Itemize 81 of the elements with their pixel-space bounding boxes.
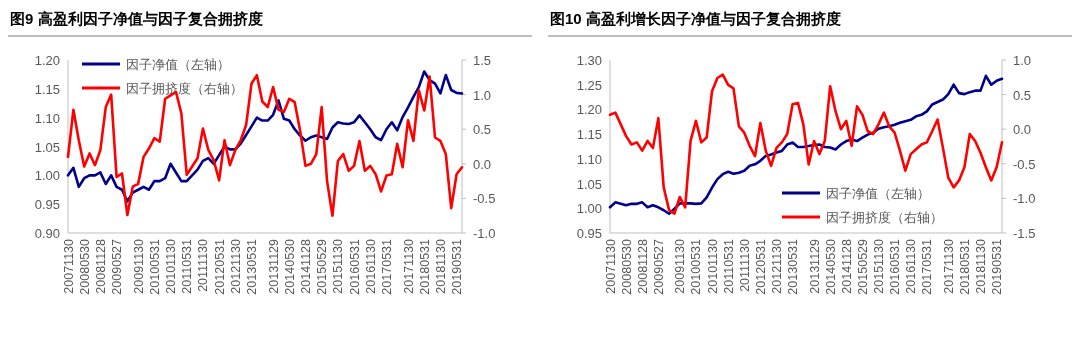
x-tick-label: 20111130 (737, 238, 752, 292)
y2-tick-label: -1.5 (1013, 226, 1036, 241)
x-tick-label: 20161130 (363, 238, 378, 294)
x-tick-label: 20190531 (450, 238, 465, 295)
y2-tick-label: -1.0 (1013, 191, 1036, 207)
legend-label: 因子拥挤度（右轴） (826, 210, 943, 225)
x-tick-label: 20190531 (990, 238, 1005, 295)
x-tick-label: 20141128 (298, 238, 313, 294)
x-tick-label: 20091130 (131, 238, 146, 294)
y2-tick-label: 0.5 (473, 122, 492, 138)
x-tick-label: 20091130 (673, 238, 688, 294)
x-tick-label: 20181130 (974, 238, 989, 294)
y-tick-label: 1.15 (34, 81, 60, 97)
x-tick-label: 20081128 (93, 238, 108, 294)
x-tick-label: 20151130 (871, 238, 886, 294)
x-tick-label: 20181130 (433, 238, 448, 294)
x-tick-label: 20171130 (401, 238, 416, 294)
x-tick-label: 20090527 (651, 238, 666, 295)
x-tick-label: 20111130 (196, 238, 211, 292)
x-tick-label: 20170531 (920, 238, 935, 295)
x-tick-label: 20121130 (228, 238, 243, 294)
x-tick-label: 20080530 (619, 238, 634, 295)
y2-tick-label: 1.5 (473, 53, 492, 68)
x-tick-label: 20151130 (331, 238, 346, 294)
x-tick-label: 20100531 (689, 238, 704, 295)
y-tick-label: 1.10 (576, 151, 602, 167)
y2-tick-label: -0.5 (1013, 156, 1036, 172)
y2-tick-label: 1.0 (1013, 53, 1032, 68)
y-tick-label: 0.95 (34, 197, 60, 213)
x-tick-label: 20090527 (110, 238, 125, 295)
x-tick-label: 20110531 (180, 238, 195, 294)
legend-label: 因子净值（左轴） (126, 57, 230, 72)
y-tick-label: 1.05 (576, 176, 602, 192)
x-tick-label: 20161130 (904, 238, 919, 294)
x-tick-label: 20081128 (635, 238, 650, 294)
x-tick-label: 20180531 (957, 238, 972, 295)
y-tick-label: 1.00 (576, 201, 602, 217)
y-tick-label: 1.10 (34, 110, 60, 126)
y-tick-label: 1.20 (576, 102, 602, 118)
y-tick-label: 1.30 (576, 53, 602, 68)
x-tick-label: 20150529 (315, 238, 330, 295)
x-tick-label: 20101130 (705, 238, 720, 294)
y2-tick-label: -1.0 (473, 226, 496, 241)
x-tick-label: 20101130 (164, 238, 179, 294)
y2-tick-label: 0.0 (473, 156, 492, 172)
x-tick-label: 20140530 (823, 238, 838, 295)
x-tick-label: 20071130 (61, 238, 76, 294)
x-tick-label: 20080530 (77, 238, 92, 295)
x-tick-label: 20071130 (603, 238, 618, 294)
x-tick-label: 20130531 (245, 238, 260, 295)
y-tick-label: 0.90 (34, 226, 60, 241)
y2-tick-label: 0.0 (1013, 122, 1032, 138)
x-tick-label: 20180531 (417, 238, 432, 295)
x-tick-label: 20160531 (888, 238, 903, 295)
x-tick-label: 20130531 (786, 238, 801, 295)
x-tick-label: 20131129 (266, 238, 281, 294)
x-tick-label: 20120531 (212, 238, 227, 295)
y-tick-label: 0.95 (576, 226, 602, 241)
y-tick-label: 1.00 (34, 168, 60, 184)
x-tick-label: 20140530 (282, 238, 297, 295)
y-tick-label: 1.15 (576, 127, 602, 143)
x-tick-label: 20141128 (839, 238, 854, 294)
chart-title: 图10 高盈利增长因子净值与因子复合拥挤度 (550, 10, 841, 27)
y-tick-label: 1.05 (34, 139, 60, 155)
x-tick-label: 20120531 (753, 238, 768, 295)
y2-tick-label: 1.0 (473, 87, 492, 103)
x-tick-label: 20131129 (807, 238, 822, 294)
x-tick-label: 20170531 (379, 238, 394, 295)
y2-tick-label: -0.5 (473, 191, 496, 207)
y2-tick-label: 0.5 (1013, 87, 1032, 103)
x-tick-label: 20160531 (347, 238, 362, 295)
x-tick-label: 20150529 (855, 238, 870, 295)
x-tick-label: 20100531 (147, 238, 162, 295)
chart-title: 图9 高盈利因子净值与因子复合拥挤度 (10, 10, 263, 27)
x-tick-label: 20171130 (941, 238, 956, 294)
x-tick-label: 20110531 (721, 238, 736, 294)
x-tick-label: 20121130 (769, 238, 784, 294)
legend-label: 因子净值（左轴） (826, 186, 930, 201)
y-tick-label: 1.20 (34, 53, 60, 68)
y-tick-label: 1.25 (576, 77, 602, 93)
legend-label: 因子拥挤度（右轴） (126, 81, 243, 96)
